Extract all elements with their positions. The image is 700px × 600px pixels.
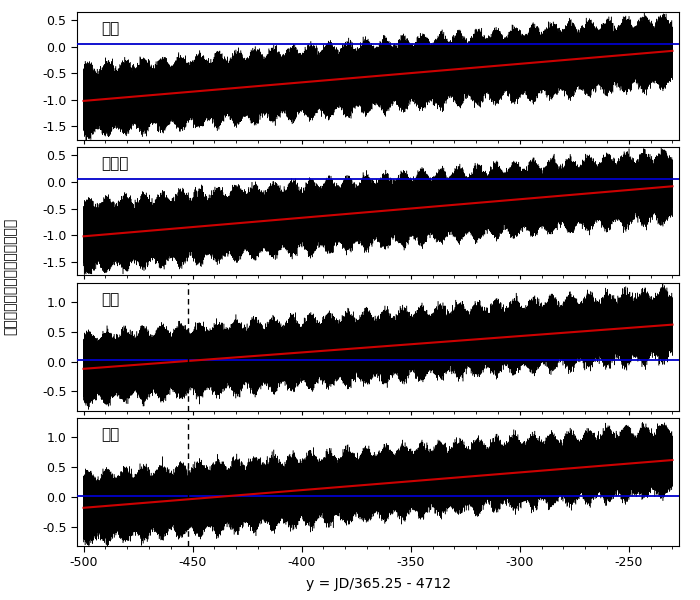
Text: y = JD/365.25 - 4712: y = JD/365.25 - 4712 (305, 577, 451, 591)
Text: 黄帝历: 黄帝历 (101, 157, 129, 172)
Text: 周历: 周历 (101, 21, 119, 36)
Text: 鲁历: 鲁历 (101, 427, 119, 442)
Text: 殷历: 殷历 (101, 292, 119, 307)
Text: 历法合朔与真实合朔之差（日）: 历法合朔与真实合朔之差（日） (4, 217, 18, 335)
